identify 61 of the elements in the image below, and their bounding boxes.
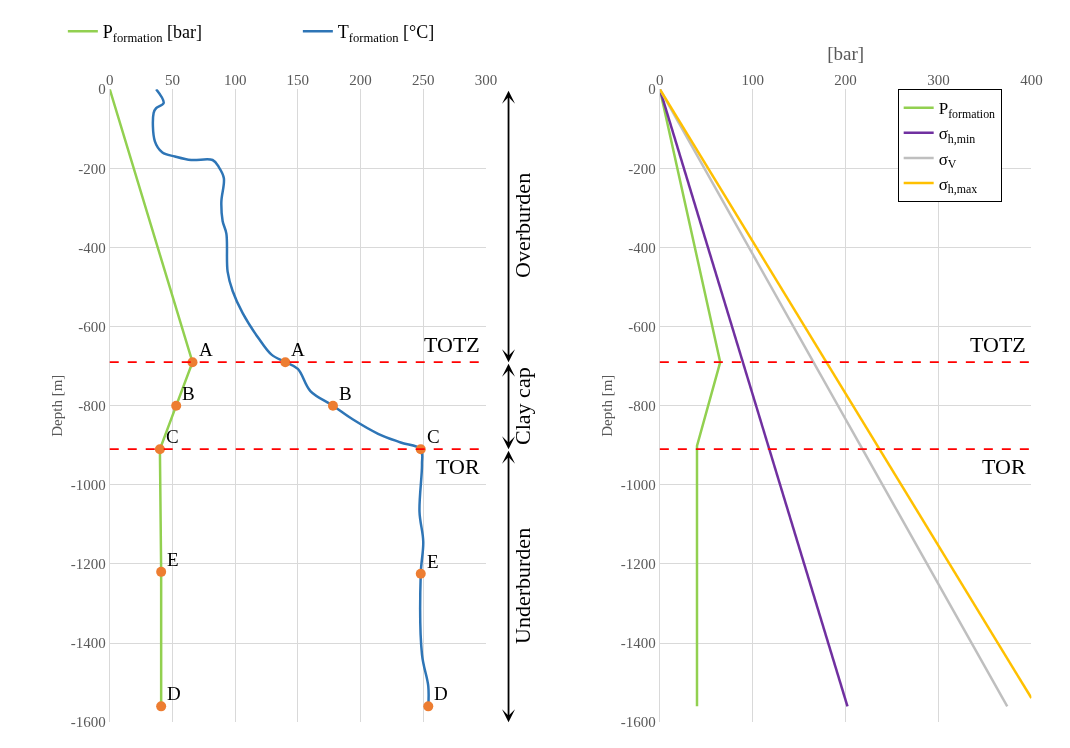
- annotation: C: [166, 426, 179, 447]
- y-tick-label: -1400: [620, 635, 656, 652]
- y-tick-label: -800: [628, 397, 656, 414]
- annotation: B: [182, 383, 195, 404]
- y-tick-label: -1000: [620, 477, 656, 494]
- ref-line-label: TOTZ: [970, 332, 1026, 357]
- y-axis-title: Depth [m]: [599, 374, 616, 437]
- x-tick-label: 50: [164, 72, 180, 89]
- point: [327, 400, 338, 411]
- annotation: C: [427, 426, 440, 447]
- y-tick-label: -400: [628, 239, 656, 256]
- y-tick-label: -1600: [70, 714, 106, 731]
- annotation: E: [167, 549, 179, 570]
- x-tick-label: 150: [286, 72, 310, 89]
- x-tick-label: 200: [834, 72, 857, 89]
- x-tick-label: 300: [927, 72, 950, 89]
- x-tick-label: 100: [741, 72, 764, 89]
- ref-line-label: TOR: [982, 454, 1026, 479]
- y-tick-label: -1200: [70, 556, 106, 573]
- x-tick-label: 200: [349, 72, 372, 89]
- y-tick-label: -1200: [620, 556, 656, 573]
- x-tick-label: 400: [1020, 72, 1043, 89]
- point: [187, 357, 198, 368]
- annotation: A: [199, 339, 213, 360]
- ref-line-label: TOTZ: [424, 332, 480, 357]
- point: [423, 701, 434, 712]
- point: [156, 701, 167, 712]
- legend-label: P$_{formation}$ [bar]: [102, 22, 203, 46]
- x-tick-label: 300: [474, 72, 498, 89]
- point: [415, 568, 426, 579]
- ref-line-label: TOR: [436, 454, 480, 479]
- x-tick-label: 250: [412, 72, 435, 89]
- y-tick-label: -600: [78, 318, 106, 335]
- text: Overburden: [509, 172, 535, 278]
- point: [156, 566, 167, 577]
- y-tick-label: -200: [78, 160, 106, 177]
- text: Underburden: [509, 527, 535, 644]
- y-axis-title: Depth [m]: [48, 374, 65, 437]
- x-tick-label: 100: [223, 72, 247, 89]
- x-axis-title: [bar]: [827, 43, 865, 65]
- legend-label: T$_{formation}$ [°C]: [337, 22, 435, 46]
- text: Clay cap: [509, 367, 535, 445]
- y-tick-label: -1600: [620, 714, 656, 731]
- y-tick-label: -800: [78, 397, 106, 414]
- legend-label: σ$_{h,max}$: [938, 174, 978, 197]
- point: [280, 357, 291, 368]
- point: [154, 444, 165, 455]
- y-tick-label: -200: [628, 160, 656, 177]
- y-tick-label: -400: [78, 239, 106, 256]
- annotation: D: [167, 683, 181, 704]
- legend-label: σ$_{h,min}$: [938, 124, 976, 147]
- y-tick-label: -1000: [70, 477, 106, 494]
- annotation: D: [434, 683, 448, 704]
- annotation: E: [427, 551, 439, 572]
- y-tick-label: -600: [628, 318, 656, 335]
- annotation: B: [339, 383, 352, 404]
- annotation: A: [291, 339, 305, 360]
- legend-label: σ$_{V}$: [938, 149, 957, 172]
- y-tick-label: -1400: [70, 635, 106, 652]
- point: [171, 400, 182, 411]
- legend-label: P$_{formation}$: [938, 99, 996, 121]
